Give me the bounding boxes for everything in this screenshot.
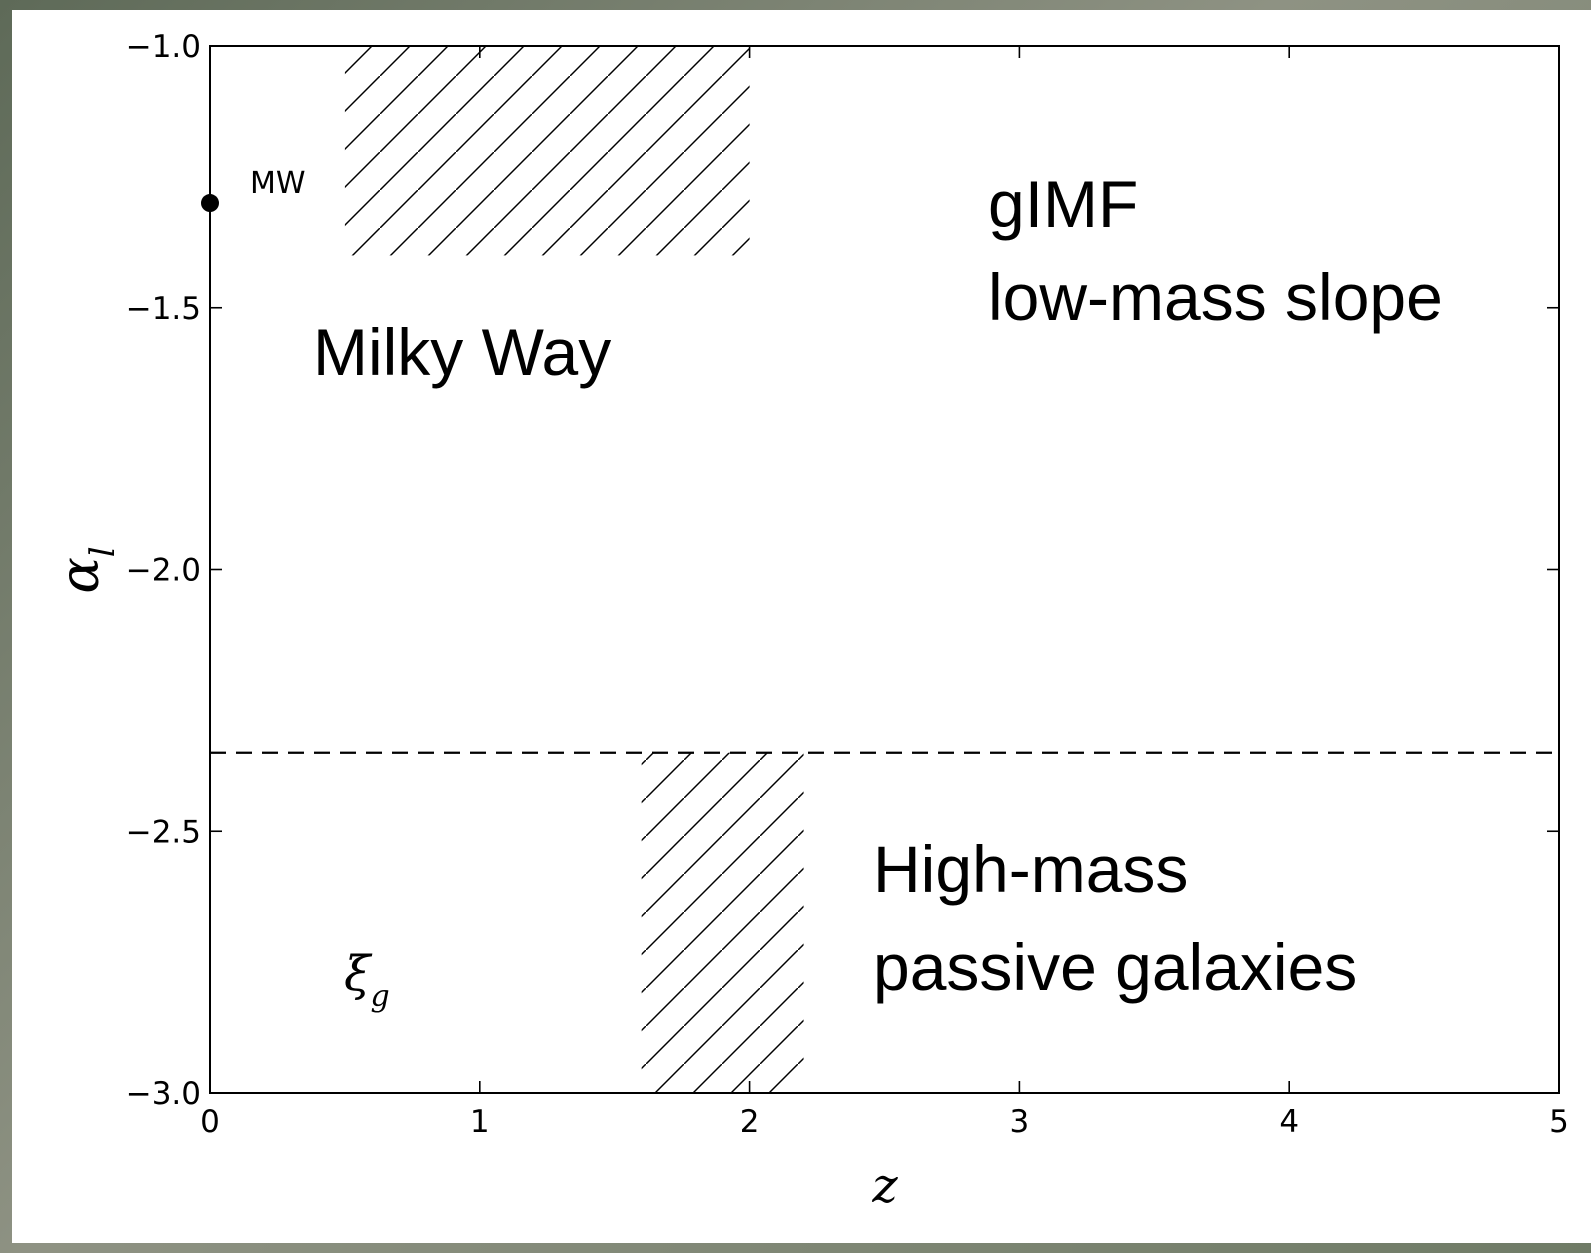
high-mass-annotation-line-1: High-mass	[873, 832, 1188, 906]
x-tick-label-5: 5	[1549, 1104, 1569, 1140]
hatched-region-2	[641, 752, 804, 1093]
glmf-annotation-line-2: low-mass slope	[988, 260, 1443, 334]
x-tick-label-1: 1	[470, 1104, 490, 1140]
hatched-regions	[344, 46, 804, 1093]
glmf-annotation-line-1: gIMF	[988, 167, 1138, 241]
x-axis-label: z	[871, 1158, 898, 1214]
y-axis-label: αl	[48, 546, 123, 593]
high-mass-annotation-line-2: passive galaxies	[873, 930, 1357, 1004]
data-points	[201, 194, 219, 213]
y-tick-label--3: −3.0	[126, 1076, 201, 1112]
hatched-region-1	[344, 46, 750, 256]
svg-text:αl: αl	[48, 546, 123, 593]
x-tick-label-3: 3	[1010, 1104, 1030, 1140]
y-tick-label--2: −2.0	[126, 553, 201, 589]
x-tick-label-2: 2	[740, 1104, 760, 1140]
y-tick-label--1: −1.0	[126, 29, 201, 65]
milky-way-annotation: Milky Way	[313, 315, 611, 389]
y-axis-ticks: −1.0 −1.5 −2.0 −2.5 −3.0	[126, 29, 1559, 1112]
mw-label: MW	[250, 166, 306, 201]
x-axis-ticks: 0 1 2 3 4 5	[200, 46, 1569, 1140]
x-tick-label-0: 0	[200, 1104, 220, 1140]
mw-point-1	[201, 194, 219, 213]
y-tick-label--2-5: −2.5	[126, 814, 201, 850]
y-tick-label--1-5: −1.5	[126, 291, 201, 327]
x-tick-label-4: 4	[1279, 1104, 1299, 1140]
xi-symbol: ξg	[344, 946, 390, 1014]
